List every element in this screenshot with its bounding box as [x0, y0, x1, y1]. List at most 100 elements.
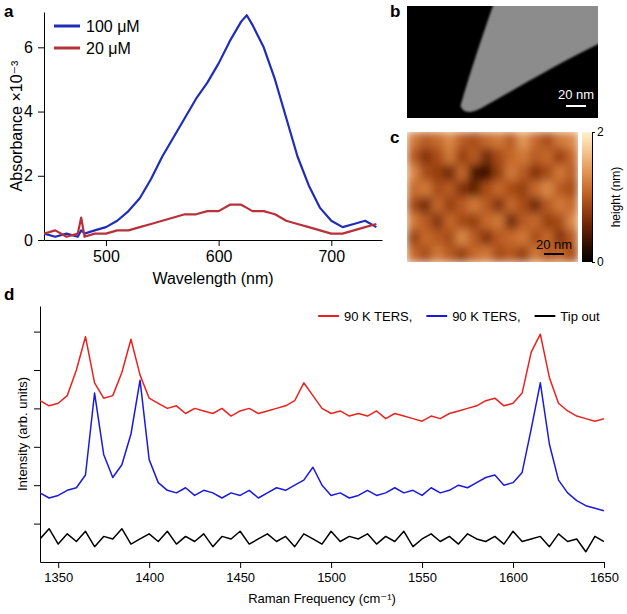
heatmap-cell: [566, 181, 578, 198]
tick: 1450: [226, 562, 255, 585]
legend-swatch: [318, 315, 339, 317]
heatmap-cell: [456, 132, 469, 149]
heatmap-cell: [541, 213, 554, 230]
heatmap-cell: [505, 148, 518, 165]
heatmap-cell: [431, 165, 444, 182]
heatmap-cell: [493, 213, 506, 230]
heatmap-cell: [468, 230, 481, 247]
tick: [34, 370, 40, 371]
series-line: [44, 15, 376, 237]
tick: [34, 332, 40, 333]
tick-label: 1350: [44, 570, 73, 585]
series-line: [44, 205, 376, 237]
tick-mark: [34, 447, 40, 448]
y-axis: 0246: [24, 13, 44, 249]
heatmap-cell: [554, 213, 567, 230]
scale-bar: [566, 105, 586, 107]
y-axis: [34, 307, 41, 563]
tick-mark: [219, 240, 220, 246]
heatmap-cells: [407, 132, 578, 262]
tick: 2: [592, 125, 604, 139]
tick: [34, 447, 40, 448]
y-axis-title: Absorbance ×10⁻³: [8, 60, 25, 191]
heatmap-cell: [407, 246, 420, 262]
afm-panel: 20 nm02height (nm): [407, 125, 623, 269]
scale-bar-label: 20 nm: [558, 87, 594, 102]
heatmap-cell: [505, 246, 518, 262]
heatmap-cell: [480, 213, 493, 230]
heatmap-cell: [468, 181, 481, 198]
heatmap-cell: [468, 165, 481, 182]
scale-bar: [544, 253, 564, 255]
legend: Tip out90 K TERS,90 K TERS,: [318, 309, 600, 324]
heatmap-cell: [493, 197, 506, 214]
heatmap-cell: [505, 197, 518, 214]
panel: 1350140014501500155016001650Raman Freque…: [15, 307, 619, 607]
tick-mark: [38, 176, 44, 177]
panel: 500 600 700 0246 Wavelength (nm) Absorbance ×…: [8, 13, 383, 288]
heatmap-cell: [407, 197, 420, 214]
panel-letter: b: [390, 2, 400, 21]
colorbar-title: height (nm): [609, 167, 623, 228]
heatmap-cell: [456, 165, 469, 182]
tick-mark: [58, 562, 59, 568]
heatmap-cell: [554, 132, 567, 149]
heatmap-cell: [419, 197, 432, 214]
tick-mark: [331, 240, 332, 246]
tick-mark: [34, 332, 40, 333]
heatmap-cell: [407, 132, 420, 149]
y-axis-line: [40, 307, 41, 563]
heatmap-cell: [517, 148, 530, 165]
heatmap-cell: [480, 197, 493, 214]
heatmap-cell: [541, 165, 554, 182]
plot-area: [40, 334, 604, 552]
tick-label: 500: [93, 248, 120, 265]
heatmap-cell: [444, 197, 457, 214]
figure: 500 600 700 0246 Wavelength (nm) Absorbance ×…: [0, 0, 627, 614]
tick-label: 700: [318, 248, 345, 265]
tick: 600: [206, 240, 233, 265]
heatmap-cell: [419, 132, 432, 149]
heatmap-cell: [468, 213, 481, 230]
tick-label: 6: [24, 39, 33, 56]
tick: 1400: [135, 562, 164, 585]
heatmap-cell: [407, 165, 420, 182]
panel-letter: a: [4, 2, 14, 21]
heatmap-cell: [431, 213, 444, 230]
heatmap-cell: [505, 230, 518, 247]
heatmap-cell: [480, 246, 493, 262]
heatmap-cell: [541, 197, 554, 214]
x-axis-title: Raman Frequency (cm⁻¹): [248, 591, 396, 606]
heatmap-cell: [419, 230, 432, 247]
panel-letter: c: [390, 128, 399, 147]
tick: 6: [24, 39, 44, 56]
heatmap-cell: [529, 148, 542, 165]
tick: [34, 524, 40, 525]
x-axis-line: [41, 562, 605, 563]
heatmap-cell: [517, 165, 530, 182]
colorbar-axis-line: [593, 133, 596, 263]
tick: 1500: [317, 562, 346, 585]
tick: 2: [24, 167, 44, 184]
heatmap-cell: [554, 148, 567, 165]
heatmap-cell: [493, 148, 506, 165]
heatmap-cell: [444, 230, 457, 247]
tick-mark: [34, 370, 40, 371]
tick-mark: [592, 132, 595, 133]
tick-mark: [34, 408, 40, 409]
legend-swatch: [426, 315, 447, 317]
heatmap-cell: [431, 246, 444, 262]
heatmap-cell: [541, 181, 554, 198]
heatmap-cell: [554, 165, 567, 182]
heatmap-cell: [517, 230, 530, 247]
heatmap-cell: [407, 213, 420, 230]
tick-mark: [34, 485, 40, 486]
heatmap-cell: [468, 246, 481, 262]
tick-label: 1400: [135, 570, 164, 585]
tick-label: 1650: [590, 570, 619, 585]
tick: [34, 485, 40, 486]
x-axis-title: Wavelength (nm): [152, 270, 273, 287]
tick-mark: [331, 562, 332, 568]
heatmap-cell: [493, 181, 506, 198]
heatmap-cell: [480, 230, 493, 247]
